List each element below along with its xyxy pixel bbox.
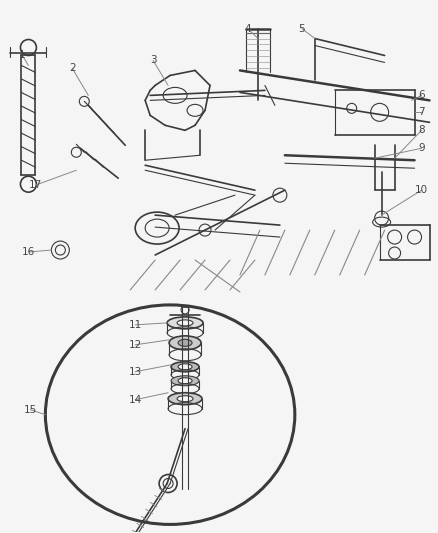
Text: 5: 5 [299, 23, 305, 34]
Ellipse shape [178, 364, 192, 370]
Text: 13: 13 [129, 367, 142, 377]
Text: 14: 14 [129, 395, 142, 405]
Text: 3: 3 [150, 55, 156, 66]
Ellipse shape [178, 340, 192, 346]
Ellipse shape [167, 317, 203, 329]
Text: 12: 12 [129, 340, 142, 350]
Text: 9: 9 [418, 143, 425, 154]
Text: 1: 1 [19, 51, 26, 60]
Text: 15: 15 [24, 405, 37, 415]
Ellipse shape [171, 376, 199, 386]
Text: 4: 4 [245, 23, 251, 34]
Ellipse shape [177, 395, 193, 402]
Text: 16: 16 [22, 247, 35, 257]
Text: 11: 11 [129, 320, 142, 330]
Text: 17: 17 [29, 180, 42, 190]
Text: 2: 2 [69, 63, 76, 74]
Ellipse shape [177, 320, 193, 326]
Text: 10: 10 [415, 185, 428, 195]
Ellipse shape [178, 378, 192, 384]
Ellipse shape [169, 336, 201, 350]
Ellipse shape [171, 362, 199, 372]
Text: 6: 6 [418, 91, 425, 100]
Ellipse shape [168, 393, 202, 405]
Text: 8: 8 [418, 125, 425, 135]
Text: 7: 7 [418, 107, 425, 117]
